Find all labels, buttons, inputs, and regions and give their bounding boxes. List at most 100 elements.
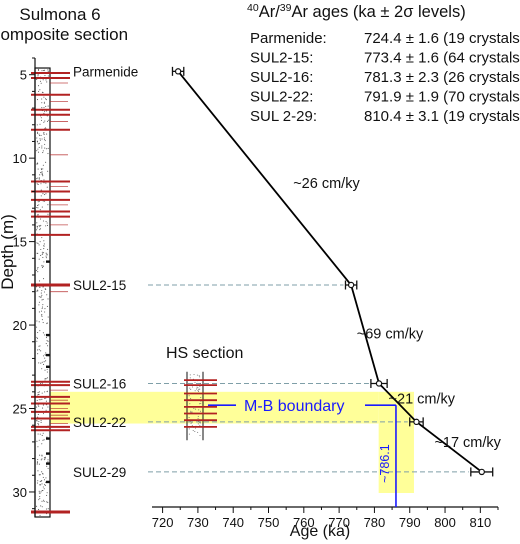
column-stipple <box>37 416 39 418</box>
column-stipple <box>37 509 40 511</box>
column-black-marker <box>46 452 50 455</box>
hs-stipple <box>198 420 200 422</box>
column-stipple <box>45 337 48 339</box>
column-stipple <box>41 368 43 370</box>
column-stipple <box>36 78 38 80</box>
column-stipple <box>38 244 40 246</box>
column-stipple <box>41 314 43 316</box>
column-stipple <box>46 305 48 308</box>
column-stipple <box>43 69 46 71</box>
column-stipple <box>44 311 46 313</box>
mb-boundary: M-B boundary ~786.1 <box>208 398 397 507</box>
column-stipple <box>42 298 44 300</box>
column-stipple <box>44 193 46 196</box>
column-stipple <box>41 382 44 384</box>
column-stipple <box>41 145 43 147</box>
column-stipple <box>36 462 38 464</box>
column-stipple <box>40 189 42 191</box>
column-stipple <box>46 501 48 503</box>
column-stipple <box>36 340 38 342</box>
column-stipple <box>38 301 40 303</box>
column-stipple <box>38 296 40 298</box>
column-stipple <box>37 289 39 291</box>
mb-boundary-label: M-B boundary <box>244 398 345 415</box>
column-stipple <box>37 267 39 269</box>
column-stipple <box>42 79 44 81</box>
column-stipple <box>41 471 43 473</box>
column-stipple <box>42 164 44 166</box>
column-stipple <box>38 133 40 135</box>
column-stipple <box>40 195 42 197</box>
column-stipple <box>37 423 39 425</box>
column-stipple <box>37 480 39 482</box>
hs-stipple <box>194 408 196 410</box>
column-stipple <box>44 456 47 458</box>
column-stipple <box>41 147 43 149</box>
column-stipple <box>38 490 40 492</box>
column-stipple <box>41 106 43 109</box>
column-stipple <box>37 353 39 355</box>
column-stipple <box>36 140 38 142</box>
legend-sample-age: 773.4 ± 1.6 (64 crystals) <box>364 50 520 67</box>
column-stipple <box>37 331 39 334</box>
sample-guides: Parmenide SUL2-15 SUL2-16 SUL2-22 SUL2-29 <box>73 64 469 480</box>
column-stipple <box>40 254 42 257</box>
column-stipple <box>42 332 44 334</box>
column-stipple <box>37 404 39 406</box>
column-stipple <box>45 255 47 257</box>
column-stipple <box>43 240 45 242</box>
column-stipple <box>45 220 47 223</box>
column-stipple <box>40 491 42 493</box>
column-stipple <box>41 319 43 321</box>
column-stipple <box>37 177 39 179</box>
column-stipple <box>38 362 40 364</box>
column-stipple <box>35 269 38 271</box>
column-stipple <box>47 406 49 408</box>
column-stipple <box>44 74 46 77</box>
column-stipple <box>36 320 38 322</box>
column-stipple <box>40 172 42 174</box>
column-stipple <box>47 213 49 215</box>
depth-tick-label: 15 <box>13 235 27 250</box>
column-stipple <box>42 168 44 170</box>
legend-sample-name: SUL2-22: <box>250 89 313 106</box>
column-stipple <box>42 175 44 177</box>
column-stipple <box>44 483 46 485</box>
legend-sample-age: 781.3 ± 2.3 (26 crystals) <box>364 69 520 86</box>
age-axis: 720 730 740 750 760 770 780 790 800 810 <box>152 506 499 530</box>
column-stipple <box>39 139 41 141</box>
column-stipple <box>47 69 49 71</box>
column-stipple <box>44 397 46 400</box>
column-stipple <box>37 446 39 448</box>
column-stipple <box>40 168 43 171</box>
sample-label: SUL2-16 <box>73 376 126 391</box>
column-stipple <box>39 345 41 347</box>
column-stipple <box>40 505 42 507</box>
column-stipple <box>37 151 40 153</box>
column-stipple <box>43 499 45 501</box>
column-stipple <box>46 186 48 188</box>
age-tick-label: 720 <box>152 515 174 530</box>
column-stipple <box>36 242 38 244</box>
sample-label: SUL2-15 <box>73 278 126 293</box>
column-stipple <box>43 248 45 250</box>
column-stipple <box>39 495 41 498</box>
hs-stipple <box>199 403 201 405</box>
column-stipple <box>40 117 42 119</box>
column-stipple <box>37 392 39 394</box>
column-stipple <box>47 461 49 463</box>
column-stipple <box>36 461 38 463</box>
column-stipple <box>43 101 45 103</box>
column-stipple <box>42 286 44 288</box>
column-stipple <box>40 224 42 227</box>
hs-stipple <box>199 383 201 385</box>
column-stipple <box>39 174 41 176</box>
column-stipple <box>38 146 40 148</box>
column-stipple <box>38 224 40 227</box>
hs-stipple <box>198 409 200 411</box>
column-stipple <box>46 253 48 255</box>
column-stipple <box>40 310 43 312</box>
column-stipple <box>39 296 41 298</box>
column-stipple <box>37 470 39 472</box>
column-stipple <box>41 138 43 140</box>
